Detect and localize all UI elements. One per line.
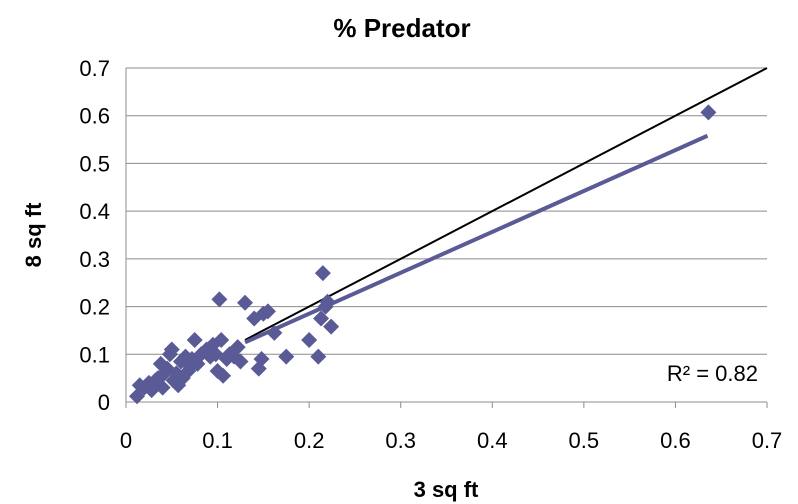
data-point	[253, 351, 270, 368]
gridlines	[126, 67, 767, 355]
y-tick-label: 0.7	[79, 56, 110, 81]
data-point	[700, 104, 717, 121]
y-axis-label: 8 sq ft	[21, 202, 46, 267]
data-point	[246, 310, 263, 327]
chart-title: % Predator	[333, 13, 470, 43]
y-tick-label: 0.3	[79, 247, 110, 272]
data-point	[229, 339, 246, 356]
y-tick-label: 0.6	[79, 104, 110, 129]
data-point	[259, 303, 276, 320]
x-tick-label: 0.1	[202, 428, 233, 453]
x-tick-label: 0.4	[477, 428, 508, 453]
y-tick-label: 0.4	[79, 199, 110, 224]
data-point	[154, 379, 171, 396]
data-points	[128, 104, 717, 405]
data-point	[186, 331, 203, 348]
data-point	[211, 291, 228, 308]
data-point	[266, 324, 283, 341]
x-tick-label: 0.5	[569, 428, 600, 453]
x-tick-labels: 0 0.1 0.2 0.3 0.4 0.5 0.6 0.7	[120, 428, 782, 453]
x-tick-label: 0.3	[385, 428, 416, 453]
x-tick-label: 0.7	[752, 428, 783, 453]
data-point	[163, 341, 180, 358]
x-tick-label: 0.6	[660, 428, 691, 453]
axes	[125, 68, 768, 408]
data-point	[301, 331, 318, 348]
data-point	[237, 294, 254, 311]
trendline	[244, 133, 709, 345]
data-point	[278, 348, 295, 365]
y-tick-label: 0.5	[79, 151, 110, 176]
data-point	[215, 367, 232, 384]
data-point	[213, 331, 230, 348]
x-tick-label: 0.2	[294, 428, 325, 453]
y-tick-label: 0.1	[79, 342, 110, 367]
data-point	[232, 353, 249, 370]
data-point	[314, 265, 331, 282]
reference-line	[244, 67, 768, 341]
data-point	[313, 310, 330, 327]
y-tick-labels: 0 0.1 0.2 0.3 0.4 0.5 0.6 0.7	[79, 56, 110, 415]
y-tick-label: 0	[98, 390, 110, 415]
x-tick-label: 0	[120, 428, 132, 453]
data-point	[323, 318, 340, 335]
x-axis-label: 3 sq ft	[414, 477, 479, 502]
data-point	[310, 348, 327, 365]
r-squared-annotation: R² = 0.82	[667, 361, 758, 386]
y-tick-label: 0.2	[79, 295, 110, 320]
data-point	[319, 293, 336, 310]
